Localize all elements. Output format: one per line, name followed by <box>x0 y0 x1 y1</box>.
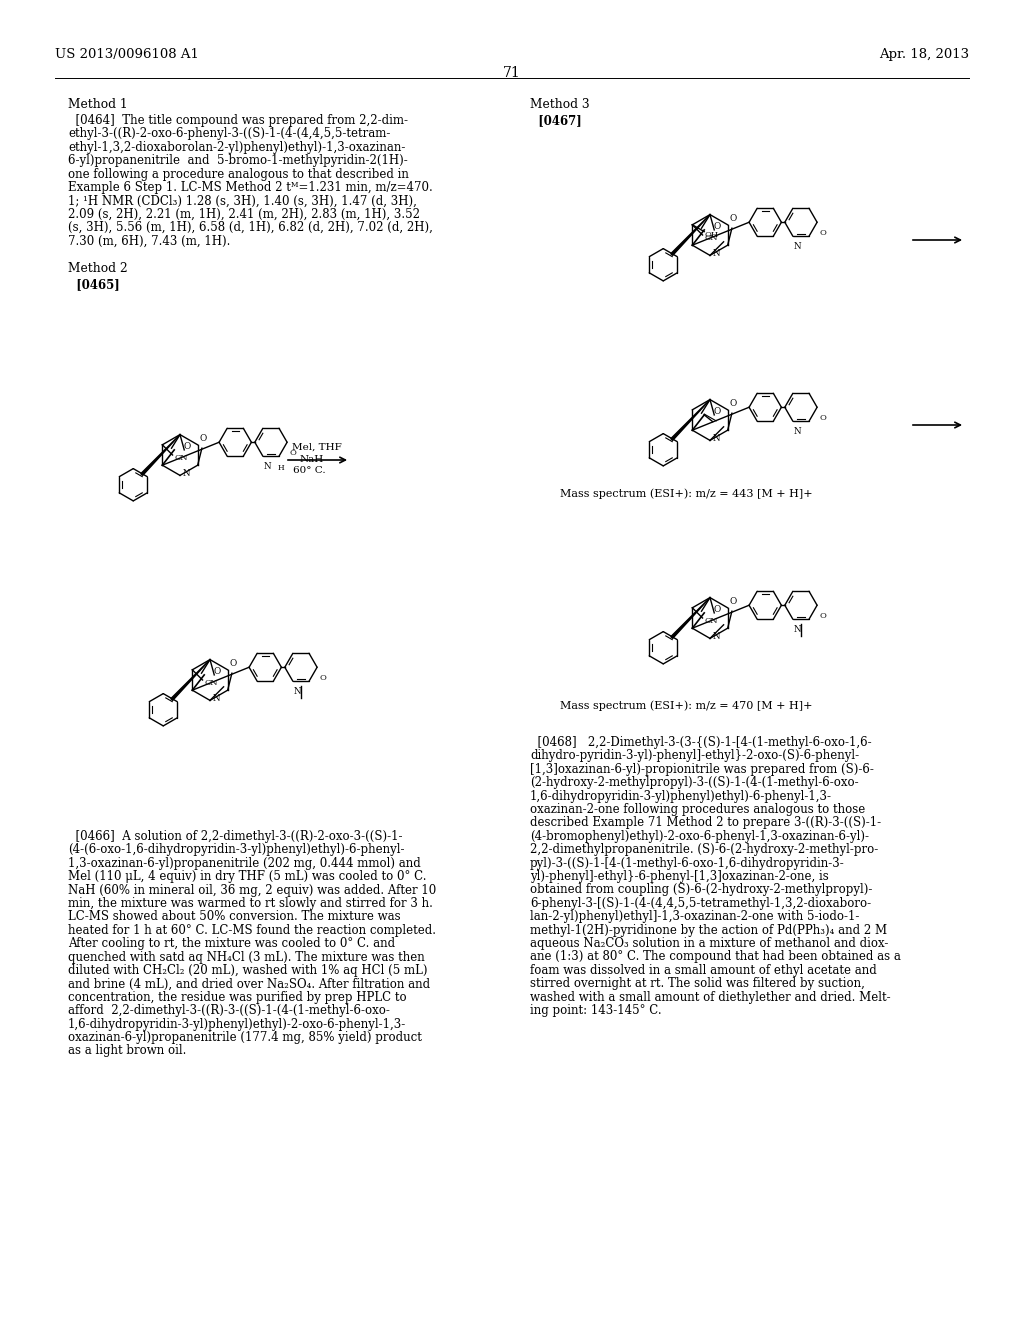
Text: [0467]: [0467] <box>530 114 582 127</box>
Text: min, the mixture was warmed to rt slowly and stirred for 3 h.: min, the mixture was warmed to rt slowly… <box>68 898 433 909</box>
Text: lan-2-yl)phenyl)ethyl]-1,3-oxazinan-2-one with 5-iodo-1-: lan-2-yl)phenyl)ethyl]-1,3-oxazinan-2-on… <box>530 911 859 923</box>
Text: O: O <box>319 675 327 682</box>
Text: US 2013/0096108 A1: US 2013/0096108 A1 <box>55 48 199 61</box>
Polygon shape <box>671 598 710 639</box>
Text: O: O <box>230 659 238 668</box>
Text: Method 1: Method 1 <box>68 98 128 111</box>
Text: (s, 3H), 5.56 (m, 1H), 6.58 (d, 1H), 6.82 (d, 2H), 7.02 (d, 2H),: (s, 3H), 5.56 (m, 1H), 6.58 (d, 1H), 6.8… <box>68 222 433 234</box>
Text: Method 3: Method 3 <box>530 98 590 111</box>
Text: Mel, THF: Mel, THF <box>292 444 342 451</box>
Text: 1,6-dihydropyridin-3-yl)phenyl)ethyl)-2-oxo-6-phenyl-1,3-: 1,6-dihydropyridin-3-yl)phenyl)ethyl)-2-… <box>68 1018 407 1031</box>
Text: one following a procedure analogous to that described in: one following a procedure analogous to t… <box>68 168 409 181</box>
Text: [0468]   2,2-Dimethyl-3-(3-{(S)-1-[4-(1-methyl-6-oxo-1,6-: [0468] 2,2-Dimethyl-3-(3-{(S)-1-[4-(1-me… <box>530 737 871 748</box>
Text: Mel (110 μL, 4 equiv) in dry THF (5 mL) was cooled to 0° C.: Mel (110 μL, 4 equiv) in dry THF (5 mL) … <box>68 870 427 883</box>
Text: N: N <box>794 242 802 251</box>
Text: yl)-phenyl]-ethyl}-6-phenyl-[1,3]oxazinan-2-one, is: yl)-phenyl]-ethyl}-6-phenyl-[1,3]oxazina… <box>530 870 828 883</box>
Text: (2-hydroxy-2-methylpropyl)-3-((S)-1-(4-(1-methyl-6-oxo-: (2-hydroxy-2-methylpropyl)-3-((S)-1-(4-(… <box>530 776 859 789</box>
Text: [1,3]oxazinan-6-yl)-propionitrile was prepared from (S)-6-: [1,3]oxazinan-6-yl)-propionitrile was pr… <box>530 763 873 776</box>
Text: oxazinan-2-one following procedures analogous to those: oxazinan-2-one following procedures anal… <box>530 803 865 816</box>
Text: O: O <box>214 667 221 676</box>
Text: methyl-1(2H)-pyridinone by the action of Pd(PPh₃)₄ and 2 M: methyl-1(2H)-pyridinone by the action of… <box>530 924 887 937</box>
Text: Apr. 18, 2013: Apr. 18, 2013 <box>879 48 969 61</box>
Text: CN: CN <box>204 680 218 688</box>
Text: O: O <box>819 612 826 620</box>
Text: H: H <box>278 463 285 471</box>
Polygon shape <box>671 215 710 256</box>
Text: N: N <box>264 462 271 471</box>
Text: diluted with CH₂Cl₂ (20 mL), washed with 1% aq HCl (5 mL): diluted with CH₂Cl₂ (20 mL), washed with… <box>68 964 427 977</box>
Polygon shape <box>671 400 710 441</box>
Text: 7.30 (m, 6H), 7.43 (m, 1H).: 7.30 (m, 6H), 7.43 (m, 1H). <box>68 235 230 248</box>
Text: concentration, the residue was purified by prep HPLC to: concentration, the residue was purified … <box>68 991 407 1003</box>
Text: 60° C.: 60° C. <box>293 466 326 475</box>
Text: and brine (4 mL), and dried over Na₂SO₄. After filtration and: and brine (4 mL), and dried over Na₂SO₄.… <box>68 977 430 990</box>
Text: N: N <box>182 469 190 478</box>
Text: Mass spectrum (ESI+): m/z = 443 [M + H]+: Mass spectrum (ESI+): m/z = 443 [M + H]+ <box>560 488 813 499</box>
Text: OH: OH <box>705 231 719 239</box>
Text: NaH (60% in mineral oil, 36 mg, 2 equiv) was added. After 10: NaH (60% in mineral oil, 36 mg, 2 equiv)… <box>68 883 436 896</box>
Text: O: O <box>730 399 737 408</box>
Text: 2.09 (s, 2H), 2.21 (m, 1H), 2.41 (m, 2H), 2.83 (m, 1H), 3.52: 2.09 (s, 2H), 2.21 (m, 1H), 2.41 (m, 2H)… <box>68 207 420 220</box>
Text: quenched with satd aq NH₄Cl (3 mL). The mixture was then: quenched with satd aq NH₄Cl (3 mL). The … <box>68 950 425 964</box>
Text: N: N <box>213 694 220 704</box>
Text: N: N <box>294 686 301 696</box>
Text: O: O <box>714 222 721 231</box>
Text: ethyl-3-((R)-2-oxo-6-phenyl-3-((S)-1-(4-(4,4,5,5-tetram-: ethyl-3-((R)-2-oxo-6-phenyl-3-((S)-1-(4-… <box>68 128 390 140</box>
Text: NaH: NaH <box>300 455 325 465</box>
Text: O: O <box>730 597 737 606</box>
Text: afford  2,2-dimethyl-3-((R)-3-((S)-1-(4-(1-methyl-6-oxo-: afford 2,2-dimethyl-3-((R)-3-((S)-1-(4-(… <box>68 1005 390 1018</box>
Text: pyl)-3-((S)-1-[4-(1-methyl-6-oxo-1,6-dihydropyridin-3-: pyl)-3-((S)-1-[4-(1-methyl-6-oxo-1,6-dih… <box>530 857 845 870</box>
Text: 2,2-dimethylpropanenitrile. (S)-6-(2-hydroxy-2-methyl-pro-: 2,2-dimethylpropanenitrile. (S)-6-(2-hyd… <box>530 843 879 857</box>
Text: 1; ¹H NMR (CDCl₃) 1.28 (s, 3H), 1.40 (s, 3H), 1.47 (d, 3H),: 1; ¹H NMR (CDCl₃) 1.28 (s, 3H), 1.40 (s,… <box>68 194 417 207</box>
Text: described Example 71 Method 2 to prepare 3-((R)-3-((S)-1-: described Example 71 Method 2 to prepare… <box>530 816 881 829</box>
Text: CN: CN <box>705 235 718 243</box>
Polygon shape <box>171 660 210 701</box>
Text: (4-bromophenyl)ethyl)-2-oxo-6-phenyl-1,3-oxazinan-6-yl)-: (4-bromophenyl)ethyl)-2-oxo-6-phenyl-1,3… <box>530 830 869 842</box>
Text: obtained from coupling (S)-6-(2-hydroxy-2-methylpropyl)-: obtained from coupling (S)-6-(2-hydroxy-… <box>530 883 872 896</box>
Text: N: N <box>713 249 720 259</box>
Text: O: O <box>290 449 297 457</box>
Text: N: N <box>794 426 802 436</box>
Text: CN: CN <box>174 454 187 462</box>
Text: oxazinan-6-yl)propanenitrile (177.4 mg, 85% yield) product: oxazinan-6-yl)propanenitrile (177.4 mg, … <box>68 1031 422 1044</box>
Text: Mass spectrum (ESI+): m/z = 470 [M + H]+: Mass spectrum (ESI+): m/z = 470 [M + H]+ <box>560 700 812 710</box>
Text: LC-MS showed about 50% conversion. The mixture was: LC-MS showed about 50% conversion. The m… <box>68 911 400 924</box>
Polygon shape <box>141 434 180 475</box>
Text: foam was dissolved in a small amount of ethyl acetate and: foam was dissolved in a small amount of … <box>530 964 877 977</box>
Text: as a light brown oil.: as a light brown oil. <box>68 1044 186 1057</box>
Text: N: N <box>794 624 802 634</box>
Text: N: N <box>713 632 720 642</box>
Text: O: O <box>819 414 826 422</box>
Text: heated for 1 h at 60° C. LC-MS found the reaction completed.: heated for 1 h at 60° C. LC-MS found the… <box>68 924 436 937</box>
Text: 1,6-dihydropyridin-3-yl)phenyl)ethyl)-6-phenyl-1,3-: 1,6-dihydropyridin-3-yl)phenyl)ethyl)-6-… <box>530 789 831 803</box>
Text: 6-phenyl-3-[(S)-1-(4-(4,4,5,5-tetramethyl-1,3,2-dioxaboro-: 6-phenyl-3-[(S)-1-(4-(4,4,5,5-tetramethy… <box>530 896 871 909</box>
Text: [0465]: [0465] <box>68 279 120 290</box>
Text: 71: 71 <box>503 66 521 81</box>
Text: Example 6 Step 1. LC-MS Method 2 tᴹ=1.231 min, m/z=470.: Example 6 Step 1. LC-MS Method 2 tᴹ=1.23… <box>68 181 433 194</box>
Text: washed with a small amount of diethylether and dried. Melt-: washed with a small amount of diethyleth… <box>530 990 891 1003</box>
Text: After cooling to rt, the mixture was cooled to 0° C. and: After cooling to rt, the mixture was coo… <box>68 937 395 950</box>
Text: ethyl-1,3,2-dioxaborolan-2-yl)phenyl)ethyl)-1,3-oxazinan-: ethyl-1,3,2-dioxaborolan-2-yl)phenyl)eth… <box>68 141 406 154</box>
Text: [0466]  A solution of 2,2-dimethyl-3-((R)-2-oxo-3-((S)-1-: [0466] A solution of 2,2-dimethyl-3-((R)… <box>68 830 402 843</box>
Text: dihydro-pyridin-3-yl)-phenyl]-ethyl}-2-oxo-(S)-6-phenyl-: dihydro-pyridin-3-yl)-phenyl]-ethyl}-2-o… <box>530 750 859 763</box>
Text: O: O <box>183 442 190 451</box>
Text: N: N <box>713 434 720 444</box>
Text: O: O <box>714 407 721 416</box>
Text: aqueous Na₂CO₃ solution in a mixture of methanol and diox-: aqueous Na₂CO₃ solution in a mixture of … <box>530 937 889 950</box>
Text: O: O <box>730 214 737 223</box>
Text: CN: CN <box>705 618 718 626</box>
Text: O: O <box>819 230 826 238</box>
Text: O: O <box>714 605 721 614</box>
Text: [0464]  The title compound was prepared from 2,2-dim-: [0464] The title compound was prepared f… <box>68 114 408 127</box>
Text: Method 2: Method 2 <box>68 261 128 275</box>
Text: 1,3-oxazinan-6-yl)propanenitrile (202 mg, 0.444 mmol) and: 1,3-oxazinan-6-yl)propanenitrile (202 mg… <box>68 857 421 870</box>
Text: ane (1:3) at 80° C. The compound that had been obtained as a: ane (1:3) at 80° C. The compound that ha… <box>530 950 901 964</box>
Text: ing point: 143-145° C.: ing point: 143-145° C. <box>530 1005 662 1016</box>
Text: (4-(6-oxo-1,6-dihydropyridin-3-yl)phenyl)ethyl)-6-phenyl-: (4-(6-oxo-1,6-dihydropyridin-3-yl)phenyl… <box>68 843 404 857</box>
Text: stirred overnight at rt. The solid was filtered by suction,: stirred overnight at rt. The solid was f… <box>530 977 865 990</box>
Text: O: O <box>200 434 207 444</box>
Text: 6-yl)propanenitrile  and  5-bromo-1-methylpyridin-2(1H)-: 6-yl)propanenitrile and 5-bromo-1-methyl… <box>68 154 408 168</box>
